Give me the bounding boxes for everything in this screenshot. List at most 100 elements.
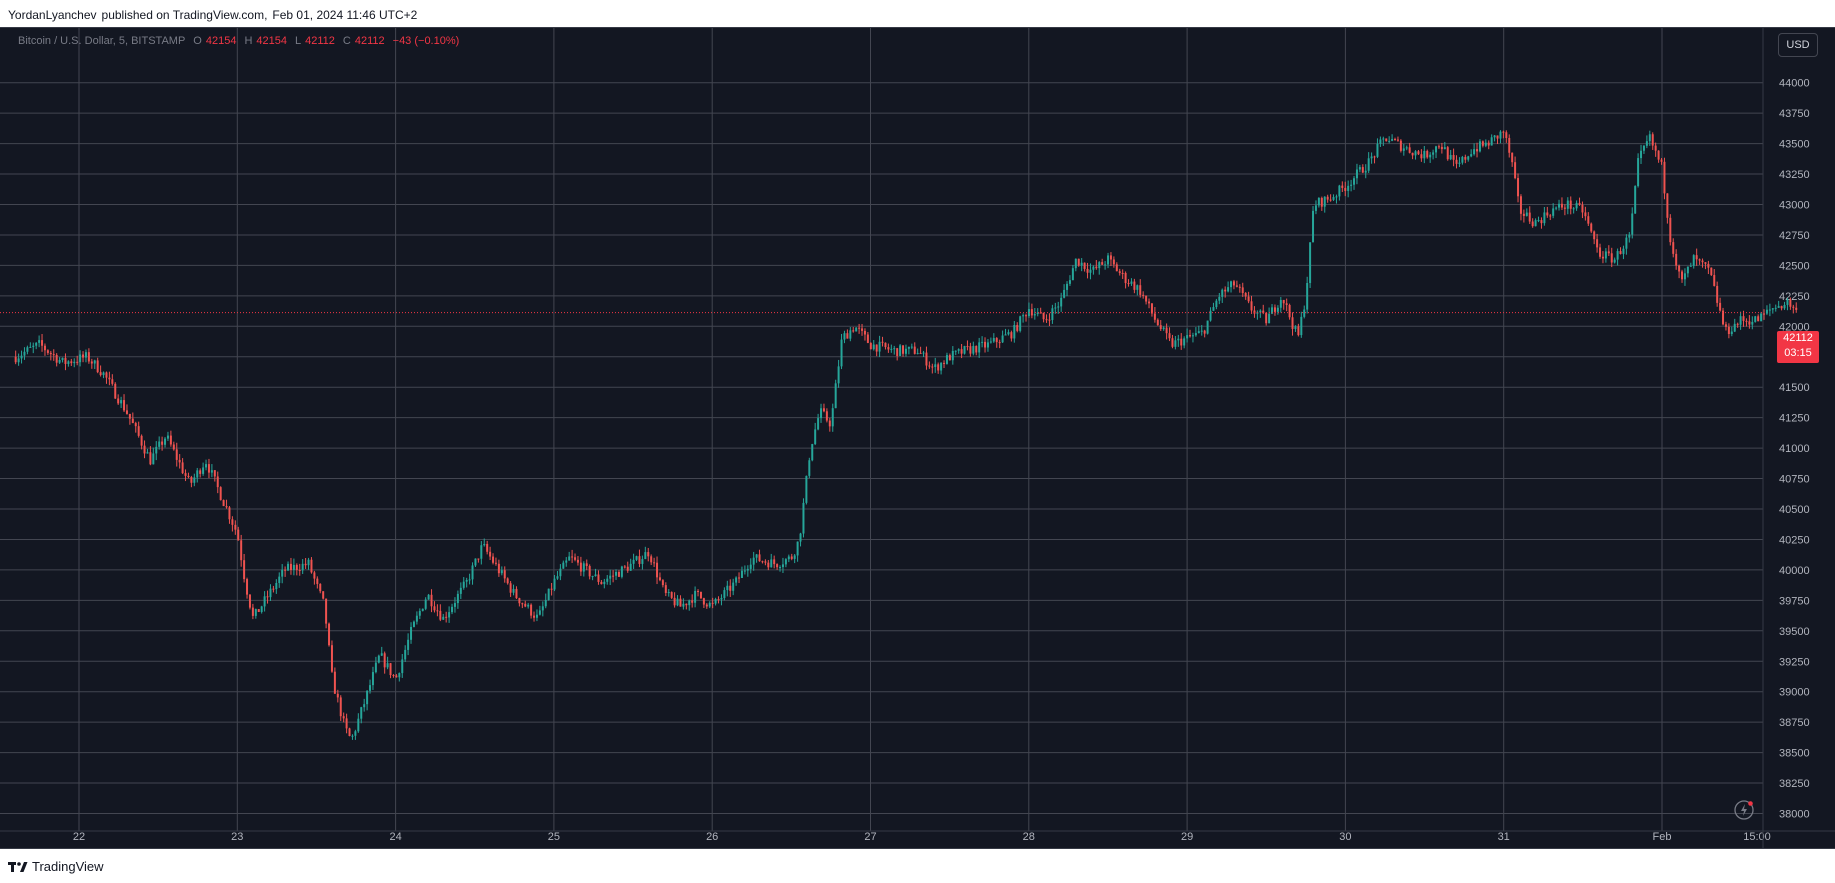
high-value: 42154 [256, 35, 287, 47]
candle-body [1329, 199, 1332, 201]
candle-body [1604, 251, 1607, 259]
candle-body [1180, 338, 1183, 346]
candle-body [143, 445, 146, 454]
candle-body [1112, 259, 1115, 265]
x-axis-tick-label: 23 [231, 831, 243, 843]
candle-body [307, 559, 310, 566]
candle-body [1022, 315, 1025, 317]
candle-body [820, 408, 823, 419]
candle-body [1388, 140, 1391, 142]
y-axis-tick-label: 38000 [1779, 809, 1810, 821]
candle-body [743, 570, 746, 572]
candle-body [1010, 332, 1013, 339]
candle-body [740, 570, 743, 578]
candle-body [565, 560, 568, 563]
candle-body [316, 578, 319, 584]
candle-body [1546, 212, 1549, 216]
candle-body [284, 569, 287, 571]
candle-body [389, 663, 392, 676]
tradingview-logo-icon[interactable] [8, 860, 28, 874]
x-axis-tick-label: 29 [1181, 831, 1193, 843]
candle-body [931, 366, 934, 368]
candle-body [140, 435, 143, 446]
candle-body [1563, 207, 1566, 209]
candle-body [515, 588, 518, 599]
candle-body [199, 470, 202, 474]
candle-body [568, 556, 571, 561]
candle-body [1455, 159, 1458, 164]
candle-body [533, 615, 536, 618]
currency-button[interactable]: USD [1778, 33, 1818, 57]
candle-body [418, 610, 421, 616]
candle-body [685, 603, 688, 606]
x-axis-tick-label: 24 [389, 831, 401, 843]
candle-body [1432, 152, 1435, 155]
candle-body [1221, 289, 1224, 297]
candle-body [298, 570, 301, 572]
candle-body [1218, 296, 1221, 301]
y-axis-tick-label: 42750 [1779, 230, 1810, 242]
candle-body [571, 556, 574, 558]
candle-body [451, 606, 454, 613]
candle-body [1364, 170, 1367, 173]
candle-body [790, 556, 793, 559]
candle-body [1148, 301, 1151, 304]
candle-body [41, 340, 44, 346]
candle-body [1792, 306, 1795, 308]
candle-body [64, 357, 67, 364]
candle-body [187, 475, 190, 477]
candle-body [1385, 138, 1388, 142]
candle-body [1760, 313, 1763, 322]
candle-body [1736, 323, 1739, 325]
candle-body [934, 364, 937, 368]
candle-body [131, 418, 134, 424]
candle-body [366, 690, 369, 705]
price-chart[interactable]: 38000 38250 38500 38750 39000 39250 39500 39750… [0, 28, 1835, 848]
symbol-title[interactable]: Bitcoin / U.S. Dollar, 5, BITSTAMP [18, 35, 186, 47]
candle-body [928, 365, 931, 367]
chart-pane[interactable]: 38000 38250 38500 38750 39000 39250 39500 39750… [0, 27, 1835, 849]
candle-body [989, 341, 992, 343]
candle-body [1590, 223, 1593, 232]
footer-brand-name[interactable]: TradingView [32, 859, 104, 874]
candle-body [1206, 320, 1209, 334]
candle-body [524, 603, 527, 607]
candle-body [1730, 331, 1733, 335]
bar-replay-icon[interactable] [1733, 799, 1755, 821]
candle-body [1153, 313, 1156, 320]
x-axis-tick-label: 26 [706, 831, 718, 843]
candle-body [858, 327, 861, 329]
candle-body [1745, 320, 1748, 322]
candle-body [770, 559, 773, 568]
candle-body [442, 616, 445, 620]
candle-body [1224, 289, 1227, 292]
candle-body [486, 543, 489, 552]
candle-body [834, 383, 837, 409]
candle-body [688, 600, 691, 606]
candle-body [1481, 141, 1484, 146]
candle-body [465, 579, 468, 582]
candle-body [793, 555, 796, 559]
candle-body [1719, 302, 1722, 311]
candle-body [108, 377, 111, 380]
candle-body [884, 342, 887, 348]
candle-body [855, 327, 858, 332]
candle-body [995, 338, 998, 343]
y-axis-tick-label: 38750 [1779, 717, 1810, 729]
candle-body [954, 350, 957, 352]
candle-body [1517, 178, 1520, 197]
candle-body [84, 352, 87, 358]
candle-body [49, 352, 52, 355]
candle-body [1452, 154, 1455, 160]
candle-body [371, 672, 374, 686]
candle-body [1476, 149, 1479, 152]
candle-body [1273, 307, 1276, 312]
candle-body [1534, 220, 1537, 227]
candle-body [1417, 151, 1420, 155]
candle-body [1774, 307, 1777, 309]
candle-body [1312, 210, 1315, 243]
author-name[interactable]: YordanLyanchev [8, 8, 97, 22]
candle-body [902, 345, 905, 354]
candle-body [310, 559, 313, 573]
candle-body [1259, 310, 1262, 313]
